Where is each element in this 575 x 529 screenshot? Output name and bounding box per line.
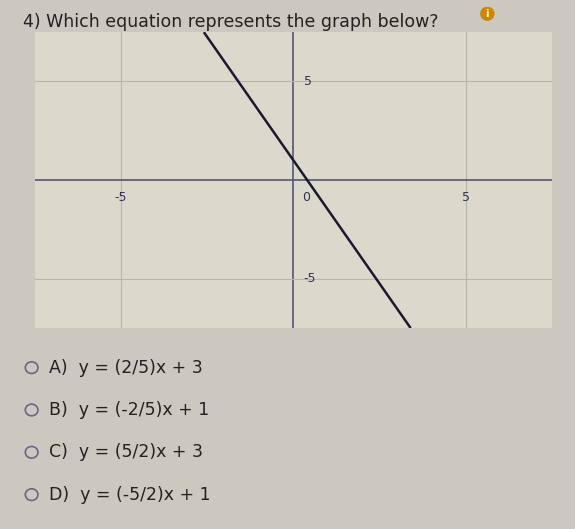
Text: C)  y = (5/2)x + 3: C) y = (5/2)x + 3 (49, 443, 203, 461)
Text: 5: 5 (304, 75, 312, 88)
Text: 4) Which equation represents the graph below?: 4) Which equation represents the graph b… (23, 13, 439, 31)
Text: A)  y = (2/5)x + 3: A) y = (2/5)x + 3 (49, 359, 202, 377)
Text: 5: 5 (462, 191, 470, 204)
Text: B)  y = (-2/5)x + 1: B) y = (-2/5)x + 1 (49, 401, 209, 419)
Text: -5: -5 (304, 272, 316, 285)
Text: i: i (485, 9, 489, 19)
Text: 0: 0 (302, 191, 310, 204)
Text: -5: -5 (114, 191, 127, 204)
Text: D)  y = (-5/2)x + 1: D) y = (-5/2)x + 1 (49, 486, 210, 504)
Circle shape (481, 7, 494, 20)
